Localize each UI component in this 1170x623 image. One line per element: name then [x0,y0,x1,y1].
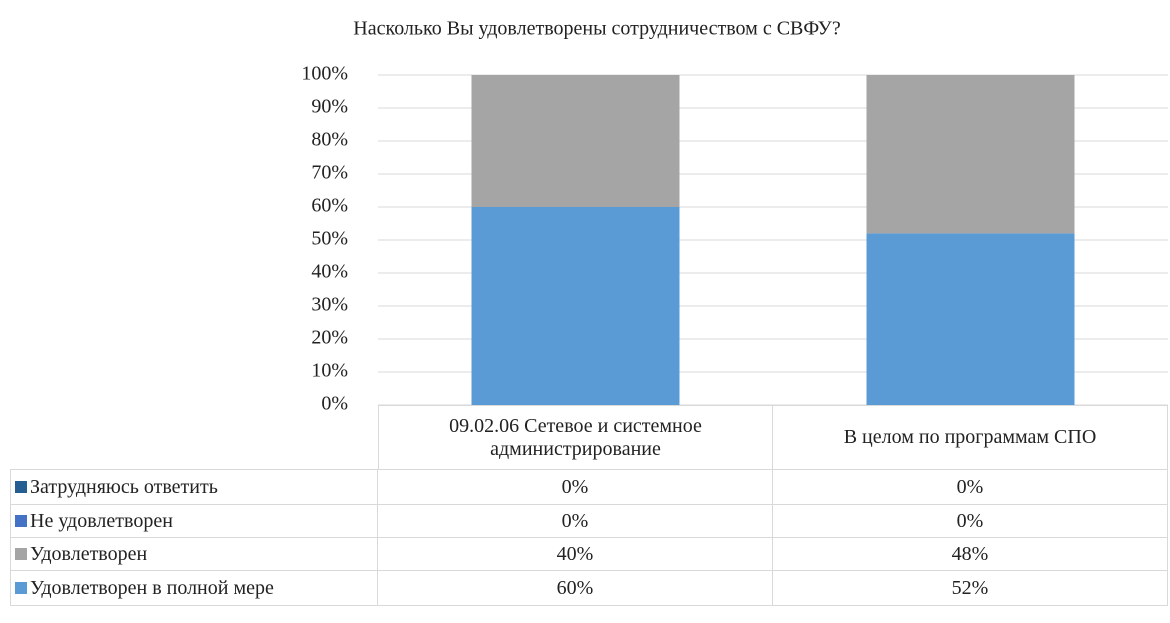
bar-segment [471,207,680,405]
bar-segment [866,233,1075,405]
y-tick-label: 10% [311,360,348,382]
y-tick-label: 50% [311,228,348,250]
legend-label: Удовлетворен [30,542,148,565]
legend-cell: Удовлетворен в полной мере [10,570,378,606]
value-label: 0% [377,469,773,505]
legend-cell: Затрудняюсь ответить [10,469,378,505]
legend-label: Затрудняюсь ответить [30,475,218,498]
y-tick-label: 80% [311,129,348,151]
y-tick-label: 40% [311,261,348,283]
value-label: 0% [772,504,1168,538]
legend-label: Не удовлетворен [30,509,173,532]
value-label: 40% [377,537,773,571]
value-label: 0% [377,504,773,538]
y-tick-label: 0% [321,393,348,415]
legend-cell: Удовлетворен [10,537,378,571]
chart-title: Насколько Вы удовлетворены сотрудничеств… [353,18,841,40]
y-tick-label: 60% [311,195,348,217]
legend-label: Удовлетворен в полной мере [30,576,274,599]
bar-segment [866,75,1075,234]
legend-swatch [15,582,27,594]
y-tick-label: 70% [311,162,348,184]
bar-segment [471,75,680,207]
legend-cell: Не удовлетворен [10,504,378,538]
y-tick-label: 30% [311,294,348,316]
value-label: 52% [772,570,1168,606]
legend-swatch [15,481,27,493]
value-label: 48% [772,537,1168,571]
legend-swatch [15,548,27,560]
y-tick-label: 20% [311,327,348,349]
y-tick-label: 100% [301,63,348,85]
value-label: 60% [377,570,773,606]
legend-swatch [15,515,27,527]
category-label: В целом по программам СПО [772,405,1168,470]
category-label: 09.02.06 Сетевое и системное администрир… [378,405,773,470]
value-label: 0% [772,469,1168,505]
y-tick-label: 90% [311,96,348,118]
